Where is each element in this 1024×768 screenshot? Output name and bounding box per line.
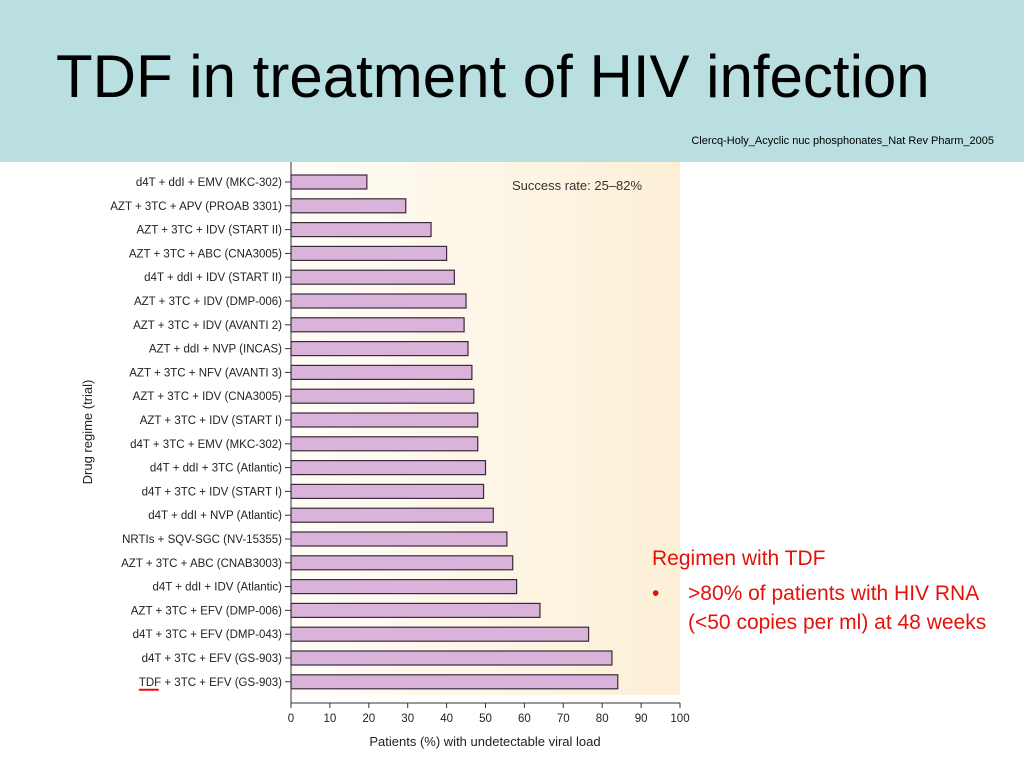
- regimen-bullet-text: >80% of patients with HIV RNA (<50 copie…: [688, 582, 987, 634]
- category-label: d4T + ddI + NVP (Atlantic): [148, 510, 282, 522]
- x-axis-title: Patients (%) with undetectable viral loa…: [369, 734, 600, 749]
- bar: [290, 650, 613, 666]
- category-label: AZT + 3TC + ABC (CNA3005): [129, 248, 282, 260]
- bar: [290, 579, 518, 595]
- category-label: AZT + 3TC + APV (PROAB 3301): [110, 201, 282, 213]
- bar: [290, 364, 473, 380]
- category-label: AZT + 3TC + IDV (DMP-006): [134, 296, 282, 308]
- x-tick-label: 0: [288, 713, 294, 725]
- bar-chart: d4T + ddI + EMV (MKC-302) AZT + 3TC + APV…: [80, 162, 690, 749]
- category-label: d4T + 3TC + EFV (GS-903): [142, 653, 283, 665]
- category-label: AZT + 3TC + IDV (CNA3005): [133, 391, 283, 403]
- category-label: d4T + 3TC + IDV (START I): [142, 486, 283, 498]
- bar: [290, 507, 494, 523]
- x-tick-label: 80: [596, 713, 609, 725]
- bar: [290, 412, 479, 428]
- x-tick-label: 60: [518, 713, 531, 725]
- category-labels-group: d4T + ddI + EMV (MKC-302) AZT + 3TC + APV…: [110, 162, 292, 703]
- category-label: AZT + 3TC + ABC (CNAB3003): [121, 558, 282, 570]
- x-tick-label: 90: [635, 713, 648, 725]
- bar: [290, 483, 485, 499]
- y-axis-title: Drug regime (trial): [80, 380, 95, 485]
- regimen-heading: Regimen with TDF: [652, 547, 826, 570]
- bar: [290, 293, 467, 309]
- bar: [290, 602, 541, 618]
- category-label: d4T + 3TC + EFV (DMP-043): [133, 629, 283, 641]
- x-axis: 0 10 20 30 40 50 60 70 80 90 100: [288, 702, 690, 725]
- citation: Clercq-Holy_Acyclic nuc phosphonates_Nat…: [691, 135, 994, 147]
- x-tick-label: 20: [362, 713, 375, 725]
- success-rate-annotation: Success rate: 25–82%: [512, 178, 643, 193]
- bar: [290, 245, 448, 262]
- category-label: d4T + ddI + EMV (MKC-302): [136, 177, 282, 189]
- x-tick-label: 50: [479, 713, 492, 725]
- bar: [290, 555, 514, 571]
- category-label: AZT + 3TC + EFV (DMP-006): [131, 605, 282, 617]
- regimen-callout: Regimen with TDF • >80% of patients with…: [652, 544, 1002, 637]
- category-label: d4T + ddI + IDV (START II): [144, 272, 282, 284]
- bar: [290, 317, 465, 333]
- bar: [290, 341, 469, 357]
- regimen-bullet-item: • >80% of patients with HIV RNA (<50 cop…: [652, 579, 1002, 637]
- bar: [290, 388, 475, 404]
- x-tick-label: 100: [670, 713, 689, 725]
- bar: [290, 198, 407, 214]
- title-banner: TDF in treatment of HIV infection Clercq…: [0, 0, 1024, 162]
- bar: [290, 269, 455, 285]
- bullet-marker: •: [652, 582, 660, 605]
- slide-title: TDF in treatment of HIV infection: [56, 43, 930, 110]
- category-label: d4T + ddI + IDV (Atlantic): [152, 582, 282, 594]
- category-label: AZT + 3TC + IDV (START I): [140, 415, 282, 427]
- category-label: AZT + 3TC + IDV (AVANTI 2): [133, 320, 282, 332]
- x-tick-label: 40: [440, 713, 453, 725]
- bar: [290, 436, 479, 452]
- category-label: d4T + 3TC + EMV (MKC-302): [130, 439, 282, 451]
- category-label: TDF + 3TC + EFV (GS-903): [139, 677, 282, 689]
- regimen-bullets: • >80% of patients with HIV RNA (<50 cop…: [652, 579, 1002, 637]
- x-tick-label: 70: [557, 713, 570, 725]
- bar: [290, 460, 487, 476]
- category-label: AZT + 3TC + IDV (START II): [137, 225, 283, 237]
- category-label: d4T + ddI + 3TC (Atlantic): [150, 463, 282, 475]
- x-tick-label: 30: [401, 713, 414, 725]
- bar: [290, 221, 432, 238]
- bar: [290, 531, 508, 547]
- x-tick-label: 10: [324, 713, 337, 725]
- bar: [290, 174, 368, 190]
- category-label: AZT + ddI + NVP (INCAS): [149, 344, 282, 356]
- category-label: AZT + 3TC + NFV (AVANTI 3): [129, 367, 282, 379]
- bar: [290, 674, 619, 690]
- bar: [290, 626, 590, 642]
- category-label: NRTIs + SQV-SGC (NV-15355): [122, 534, 282, 546]
